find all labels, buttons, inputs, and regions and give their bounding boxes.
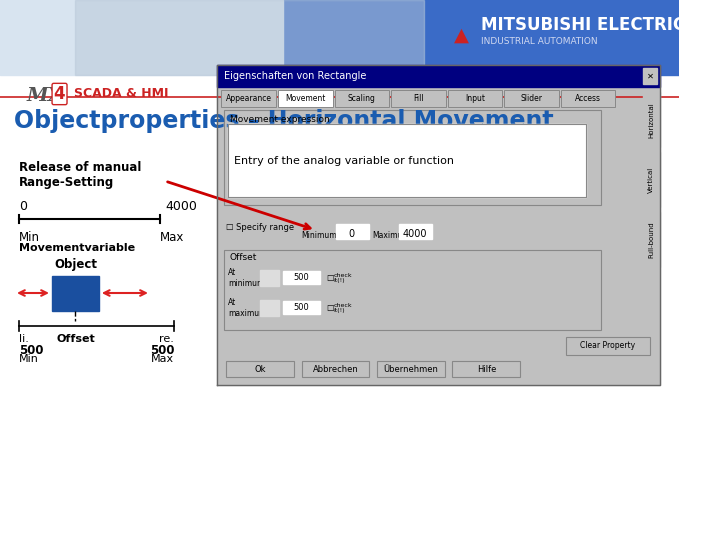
FancyBboxPatch shape: [452, 361, 521, 377]
Text: 500: 500: [150, 344, 174, 357]
Text: 4000: 4000: [165, 199, 197, 213]
Text: Min: Min: [19, 354, 39, 364]
Text: Horizontal: Horizontal: [648, 102, 654, 138]
Text: Scaling: Scaling: [348, 94, 376, 103]
Bar: [643, 92, 660, 147]
Text: Maximum: Maximum: [372, 231, 410, 240]
Text: MITSUBISHI ELECTRIC: MITSUBISHI ELECTRIC: [481, 16, 685, 34]
FancyBboxPatch shape: [278, 90, 333, 107]
Text: li.: li.: [19, 334, 29, 344]
Text: Hilfe: Hilfe: [477, 364, 496, 374]
Text: MX: MX: [27, 87, 63, 105]
Text: Release of manual
Range-Setting: Release of manual Range-Setting: [19, 161, 141, 189]
Text: check
it(!): check it(!): [333, 302, 352, 313]
Text: ▲: ▲: [454, 25, 469, 44]
Text: Max: Max: [161, 231, 184, 244]
FancyBboxPatch shape: [391, 90, 446, 107]
Text: Min: Min: [19, 231, 40, 244]
Bar: [643, 212, 660, 267]
Text: INDUSTRIAL AUTOMATION: INDUSTRIAL AUTOMATION: [481, 37, 598, 46]
FancyBboxPatch shape: [335, 90, 390, 107]
Bar: [260, 300, 279, 316]
Text: 500: 500: [294, 273, 310, 282]
Text: ✕: ✕: [647, 71, 654, 80]
Bar: [228, 124, 586, 197]
Text: Entry of the analog variable or function: Entry of the analog variable or function: [234, 156, 454, 165]
Text: 4000: 4000: [402, 229, 427, 239]
FancyBboxPatch shape: [225, 110, 601, 205]
Bar: [643, 152, 660, 207]
Text: ☐ Specify range: ☐ Specify range: [226, 224, 294, 233]
FancyBboxPatch shape: [226, 361, 294, 377]
Text: Abbrechen: Abbrechen: [312, 364, 359, 374]
Bar: [76, 0, 424, 75]
Text: Full-bound: Full-bound: [648, 222, 654, 258]
Text: Ok: Ok: [254, 364, 266, 374]
Text: 4: 4: [54, 85, 66, 103]
Bar: [217, 65, 660, 385]
Text: Eigenschaften von Rectangle: Eigenschaften von Rectangle: [225, 71, 366, 81]
FancyBboxPatch shape: [561, 90, 616, 107]
Bar: [0, 0, 283, 75]
Text: ☐: ☐: [326, 273, 333, 282]
Text: SCADA & HMI: SCADA & HMI: [73, 87, 168, 100]
Bar: [283, 0, 679, 75]
Bar: [52, 276, 99, 311]
Bar: [283, 271, 320, 284]
Text: Clear Property: Clear Property: [580, 341, 636, 350]
FancyBboxPatch shape: [225, 250, 601, 330]
Text: re.: re.: [160, 334, 174, 344]
Bar: [283, 301, 320, 314]
Text: Übernehmen: Übernehmen: [384, 364, 438, 374]
FancyBboxPatch shape: [377, 361, 445, 377]
Text: Movementvariable: Movementvariable: [19, 243, 135, 253]
Text: ☐: ☐: [326, 303, 333, 313]
Text: Offset: Offset: [230, 253, 257, 262]
Text: Offset: Offset: [56, 334, 95, 344]
Text: 500: 500: [19, 344, 43, 357]
Text: Minimum: Minimum: [302, 231, 337, 240]
FancyBboxPatch shape: [302, 361, 369, 377]
Text: Appearance: Appearance: [226, 94, 272, 103]
Text: Vertical: Vertical: [648, 167, 654, 193]
Text: Max: Max: [151, 354, 174, 364]
Bar: [300, 218, 432, 243]
Text: Fill: Fill: [413, 94, 424, 103]
Text: Movement: Movement: [285, 94, 325, 103]
FancyBboxPatch shape: [448, 90, 503, 107]
Bar: [643, 68, 657, 84]
Bar: [217, 65, 660, 87]
Text: At
maximum: At maximum: [228, 298, 266, 318]
Text: 500: 500: [294, 303, 310, 312]
Text: check
it(!): check it(!): [333, 273, 352, 284]
Text: At
minimum: At minimum: [228, 268, 264, 288]
Bar: [260, 270, 279, 286]
Text: 0: 0: [348, 229, 355, 239]
Text: Access: Access: [575, 94, 601, 103]
Text: Input: Input: [465, 94, 485, 103]
Text: Movement expression: Movement expression: [230, 115, 330, 124]
Bar: [336, 224, 369, 239]
Text: Slider: Slider: [521, 94, 543, 103]
FancyBboxPatch shape: [504, 90, 559, 107]
FancyBboxPatch shape: [565, 337, 650, 355]
Text: Object: Object: [54, 258, 97, 271]
Text: 0: 0: [19, 199, 27, 213]
Text: Objectproperties – Horizontal Movement: Objectproperties – Horizontal Movement: [14, 109, 554, 133]
FancyBboxPatch shape: [222, 90, 276, 107]
Bar: [399, 224, 432, 239]
